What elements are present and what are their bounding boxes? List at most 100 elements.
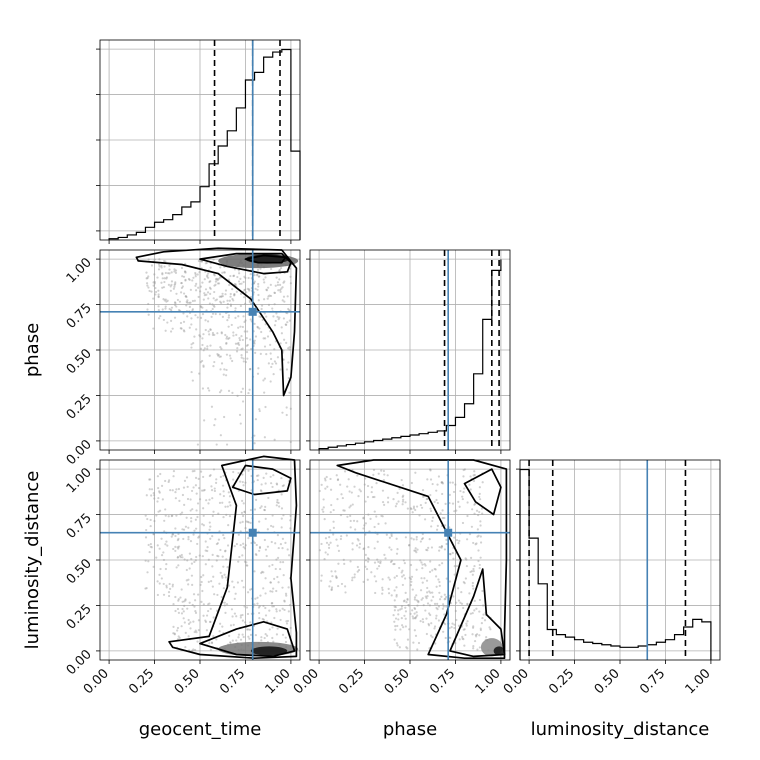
pair-geocent_time-phase-point — [194, 314, 197, 317]
pair-geocent_time-luminosity_distance-point — [276, 627, 279, 630]
pair-geocent_time-phase-point — [240, 356, 243, 359]
pair-geocent_time-luminosity_distance-point — [183, 621, 186, 624]
pair-geocent_time-phase-point — [197, 295, 200, 299]
pair-geocent_time-phase-point — [245, 344, 248, 347]
pair-geocent_time-luminosity_distance-xtick-label-1: 0.25 — [126, 666, 157, 697]
pair-geocent_time-phase-point — [158, 258, 161, 261]
pair-geocent_time-luminosity_distance-point — [269, 581, 272, 584]
pair-geocent_time-phase-point — [161, 277, 164, 280]
pair-geocent_time-phase-point — [152, 297, 155, 300]
pair-geocent_time-phase-point — [223, 271, 226, 274]
pair-phase-luminosity_distance-point — [443, 613, 446, 616]
pair-geocent_time-phase-point — [183, 270, 187, 273]
pair-geocent_time-luminosity_distance-point — [247, 635, 250, 638]
pair-geocent_time-luminosity_distance-point — [268, 609, 271, 612]
pair-geocent_time-phase-point — [232, 331, 235, 334]
pair-geocent_time-phase-point — [266, 335, 270, 338]
pair-geocent_time-phase-point — [254, 418, 258, 421]
pair-phase-luminosity_distance-point — [489, 628, 492, 631]
pair-geocent_time-luminosity_distance-point — [268, 565, 271, 568]
pair-phase-luminosity_distance-density-core-1 — [493, 646, 505, 656]
pair-geocent_time-luminosity_distance-point — [264, 577, 267, 580]
pair-geocent_time-luminosity_distance-point — [196, 502, 200, 505]
pair-geocent_time-phase-point — [146, 284, 149, 287]
pair-phase-luminosity_distance-point — [400, 605, 404, 608]
pair-phase-luminosity_distance-point — [395, 537, 398, 540]
pair-geocent_time-phase-point — [282, 349, 285, 352]
pair-geocent_time-phase-point — [262, 379, 265, 382]
pair-geocent_time-phase-point — [243, 275, 246, 278]
pair-geocent_time-luminosity_distance-point — [185, 579, 188, 582]
pair-geocent_time-phase-point — [182, 320, 186, 323]
pair-geocent_time-luminosity_distance-point — [201, 489, 204, 492]
pair-geocent_time-phase-point — [263, 345, 267, 348]
pair-geocent_time-luminosity_distance-point — [235, 639, 238, 642]
pair-geocent_time-phase-point — [179, 321, 183, 325]
pair-phase-luminosity_distance-point — [392, 562, 395, 566]
pair-phase-luminosity_distance-point — [343, 509, 346, 512]
pair-geocent_time-luminosity_distance-point — [285, 620, 288, 623]
pair-geocent_time-phase-point — [183, 330, 186, 333]
pair-geocent_time-phase-point — [246, 357, 249, 360]
pair-geocent_time-luminosity_distance-point — [257, 606, 261, 609]
pair-geocent_time-luminosity_distance-point — [171, 533, 175, 536]
pair-geocent_time-luminosity_distance-point — [147, 543, 150, 547]
pair-geocent_time-phase-point — [205, 309, 208, 312]
pair-geocent_time-phase-point — [145, 277, 148, 280]
pair-geocent_time-luminosity_distance-point — [253, 570, 256, 573]
pair-geocent_time-luminosity_distance-point — [204, 540, 207, 543]
pair-geocent_time-luminosity_distance-point — [262, 587, 265, 590]
pair-geocent_time-luminosity_distance-point — [164, 514, 167, 517]
pair-geocent_time-luminosity_distance-point — [277, 546, 280, 550]
pair-phase-luminosity_distance-point — [461, 495, 464, 498]
pair-phase-luminosity_distance-point — [431, 519, 434, 523]
pair-geocent_time-luminosity_distance-point — [235, 542, 239, 546]
pair-phase-luminosity_distance-point — [429, 560, 432, 563]
pair-geocent_time-luminosity_distance-point — [232, 586, 236, 589]
pair-geocent_time-phase-point — [257, 367, 260, 370]
pair-phase-luminosity_distance-point — [425, 597, 428, 600]
pair-geocent_time-luminosity_distance-point — [273, 577, 276, 580]
pair-geocent_time-phase-point — [242, 360, 245, 363]
pair-geocent_time-phase-point — [285, 323, 288, 326]
pair-geocent_time-luminosity_distance-point — [194, 484, 198, 487]
pair-phase-luminosity_distance-point — [430, 622, 433, 625]
pair-phase-luminosity_distance-point — [320, 542, 323, 546]
pair-geocent_time-phase-point — [184, 295, 187, 298]
pair-geocent_time-phase-point — [241, 325, 244, 329]
pair-geocent_time-phase-point — [196, 443, 199, 446]
pair-phase-luminosity_distance-point — [478, 646, 481, 649]
pair-geocent_time-phase-point — [174, 271, 178, 274]
pair-geocent_time-phase-point — [234, 283, 237, 286]
pair-geocent_time-phase-point — [232, 274, 236, 277]
pair-geocent_time-phase-point — [209, 328, 212, 331]
pair-geocent_time-luminosity_distance-point — [187, 535, 190, 539]
pair-phase-luminosity_distance-point — [358, 546, 361, 549]
pair-geocent_time-luminosity_distance-point — [264, 517, 267, 520]
pair-geocent_time-luminosity_distance-point — [211, 535, 214, 538]
pair-geocent_time-luminosity_distance-point — [218, 501, 222, 504]
pair-geocent_time-luminosity_distance-point — [211, 553, 214, 556]
pair-phase-luminosity_distance-point — [403, 614, 406, 617]
pair-geocent_time-phase-point — [170, 308, 173, 312]
pair-phase-luminosity_distance-point — [416, 604, 419, 607]
pair-geocent_time-luminosity_distance-point — [262, 571, 265, 574]
pair-geocent_time-phase-point — [257, 299, 260, 302]
pair-phase-luminosity_distance-point — [390, 533, 393, 536]
pair-phase-luminosity_distance-point — [351, 548, 354, 551]
pair-phase-luminosity_distance-point — [381, 586, 384, 589]
pair-geocent_time-phase-point — [253, 274, 256, 277]
pair-geocent_time-luminosity_distance-point — [274, 542, 277, 545]
pair-geocent_time-phase-point — [278, 269, 281, 272]
pair-phase-luminosity_distance-point — [449, 636, 452, 639]
pair-geocent_time-luminosity_distance-point — [210, 580, 213, 583]
pair-geocent_time-phase-point — [203, 292, 206, 295]
pair-geocent_time-luminosity_distance-contour-2 — [231, 464, 292, 496]
pair-geocent_time-phase-point — [225, 368, 228, 372]
pair-geocent_time-phase-point — [164, 298, 167, 301]
pair-phase-luminosity_distance-point — [393, 576, 396, 579]
pair-phase-luminosity_distance-point — [426, 595, 429, 598]
pair-phase-luminosity_distance-point — [478, 634, 481, 637]
pair-phase-luminosity_distance-point — [326, 485, 329, 488]
pair-geocent_time-phase-point — [228, 354, 232, 357]
